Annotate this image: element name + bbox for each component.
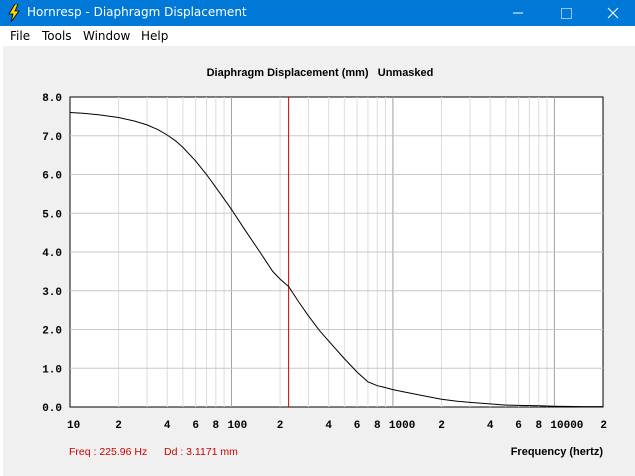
x-tick-label: 6: [515, 420, 522, 432]
x-tick-label: 6: [192, 420, 199, 432]
y-tick-label: 8.0: [42, 93, 62, 105]
displacement-curve: [69, 112, 603, 408]
y-tick-label: 2.0: [42, 326, 62, 338]
close-button[interactable]: [589, 0, 635, 26]
y-tick-label: 4.0: [42, 248, 62, 260]
y-tick-label: 0.0: [42, 403, 62, 415]
title-bar: Hornresp - Diaphragm Displacement: [0, 0, 635, 26]
chart-title: Diaphragm Displacement (mm) Unmasked: [207, 67, 434, 79]
x-tick-label: 2: [115, 420, 122, 432]
close-icon: [607, 7, 619, 19]
x-axis-label: Frequency (hertz): [511, 446, 604, 458]
window-title: Hornresp - Diaphragm Displacement: [27, 5, 247, 19]
window-border: [0, 46, 3, 476]
minimize-icon: [513, 12, 523, 14]
x-tick-label: 100: [227, 420, 247, 432]
y-tick-label: 7.0: [42, 132, 62, 144]
x-tick-label: 10000: [550, 420, 583, 432]
x-tick-label: 2: [438, 420, 445, 432]
x-tick-label: 2: [600, 420, 607, 432]
y-tick-label: 5.0: [42, 209, 62, 221]
displacement-chart: Diaphragm Displacement (mm) Unmasked 0.0…: [42, 67, 607, 458]
menu-tools[interactable]: Tools: [42, 29, 72, 43]
x-tick-label: 8: [213, 420, 220, 432]
x-tick-label: 8: [535, 420, 542, 432]
y-tick-label: 1.0: [42, 364, 62, 376]
maximize-button[interactable]: [543, 0, 589, 26]
x-tick-label: 2: [277, 420, 284, 432]
menu-bar: File Tools Window Help: [0, 26, 635, 46]
x-tick-label: 4: [325, 420, 332, 432]
menu-help[interactable]: Help: [141, 29, 169, 43]
maximize-icon: [561, 8, 572, 19]
x-tick-label: 1000: [389, 420, 415, 432]
x-tick-label: 4: [487, 420, 494, 432]
frequency-readout: Freq : 225.96 Hz: [69, 446, 147, 458]
x-tick-label: 4: [164, 420, 171, 432]
y-tick-label: 6.0: [42, 171, 62, 183]
displacement-readout: Dd : 3.1171 mm: [164, 446, 238, 458]
menu-window[interactable]: Window: [83, 29, 131, 43]
lightning-icon: [8, 4, 20, 22]
y-tick-label: 3.0: [42, 287, 62, 299]
menu-file[interactable]: File: [10, 29, 31, 43]
x-tick-label: 8: [374, 420, 381, 432]
minimize-button[interactable]: [495, 0, 541, 26]
x-tick-label: 10: [67, 420, 80, 432]
x-tick-label: 6: [354, 420, 361, 432]
